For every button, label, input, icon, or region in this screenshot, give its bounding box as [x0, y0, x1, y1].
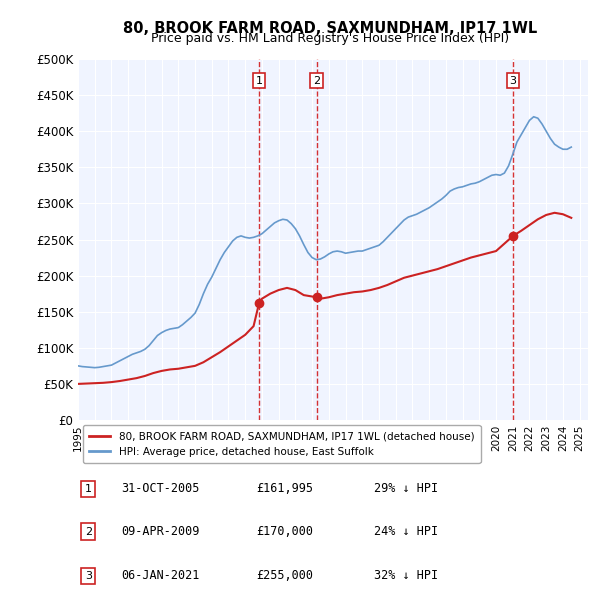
Text: £161,995: £161,995 — [257, 483, 314, 496]
Text: 09-APR-2009: 09-APR-2009 — [121, 525, 200, 538]
Text: 3: 3 — [509, 76, 517, 86]
Text: 1: 1 — [85, 484, 92, 494]
Text: 2: 2 — [85, 527, 92, 536]
Text: 29% ↓ HPI: 29% ↓ HPI — [374, 483, 438, 496]
Text: 2: 2 — [313, 76, 320, 86]
Legend: 80, BROOK FARM ROAD, SAXMUNDHAM, IP17 1WL (detached house), HPI: Average price, : 80, BROOK FARM ROAD, SAXMUNDHAM, IP17 1W… — [83, 425, 481, 463]
Text: £255,000: £255,000 — [257, 569, 314, 582]
Text: 06-JAN-2021: 06-JAN-2021 — [121, 569, 200, 582]
Text: 3: 3 — [85, 571, 92, 581]
Text: 80, BROOK FARM ROAD, SAXMUNDHAM, IP17 1WL: 80, BROOK FARM ROAD, SAXMUNDHAM, IP17 1W… — [123, 21, 537, 35]
Text: £170,000: £170,000 — [257, 525, 314, 538]
Text: 24% ↓ HPI: 24% ↓ HPI — [374, 525, 438, 538]
Text: Price paid vs. HM Land Registry's House Price Index (HPI): Price paid vs. HM Land Registry's House … — [151, 32, 509, 45]
Text: 31-OCT-2005: 31-OCT-2005 — [121, 483, 200, 496]
Text: 1: 1 — [256, 76, 263, 86]
Text: 32% ↓ HPI: 32% ↓ HPI — [374, 569, 438, 582]
